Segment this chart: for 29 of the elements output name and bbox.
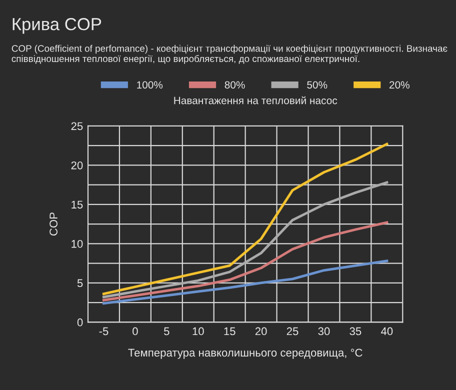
x-tick-label: 5 <box>164 327 170 336</box>
chart-title: Крива COP <box>12 18 102 34</box>
line-series <box>102 142 388 296</box>
x-tick-label: 35 <box>350 327 362 336</box>
legend-label: 100% <box>137 81 163 89</box>
legend-label: 80% <box>224 81 245 89</box>
x-tick-label: -5 <box>99 327 108 336</box>
y-tick-label: 20 <box>71 161 83 170</box>
x-tick-label: 25 <box>286 327 298 336</box>
legend-title: Навантаження на тепловий насос <box>174 96 338 104</box>
x-tick-label: 40 <box>380 327 393 336</box>
x-tick-label: 15 <box>224 327 236 336</box>
y-tick-label: 15 <box>72 200 83 209</box>
line-series <box>102 181 388 298</box>
x-tick-label: 10 <box>192 327 204 336</box>
legend-label: 50% <box>307 81 328 89</box>
x-tick-label: 20 <box>255 327 267 336</box>
y-tick-label: 0 <box>77 318 83 326</box>
y-axis-title: COP <box>50 212 58 236</box>
line-series <box>102 221 388 302</box>
y-tick-label: 10 <box>72 240 83 248</box>
x-tick-label: 30 <box>318 327 330 336</box>
chart-subtitle: COP (Coefficient of perfomance) - коефіцієнт трансформації чи коефіцієнт продуктивності. Визначає співвідношення теплової енергії, що виробляється, до споживаної електричної. <box>12 44 448 64</box>
x-axis-title: Температура навколишнього середовища, °C <box>128 348 362 359</box>
x-tick-label: 0 <box>132 327 138 336</box>
y-tick-label: 5 <box>77 279 83 288</box>
line-series <box>102 260 388 305</box>
legend-label: 20% <box>390 81 410 89</box>
y-tick-label: 25 <box>71 122 83 130</box>
